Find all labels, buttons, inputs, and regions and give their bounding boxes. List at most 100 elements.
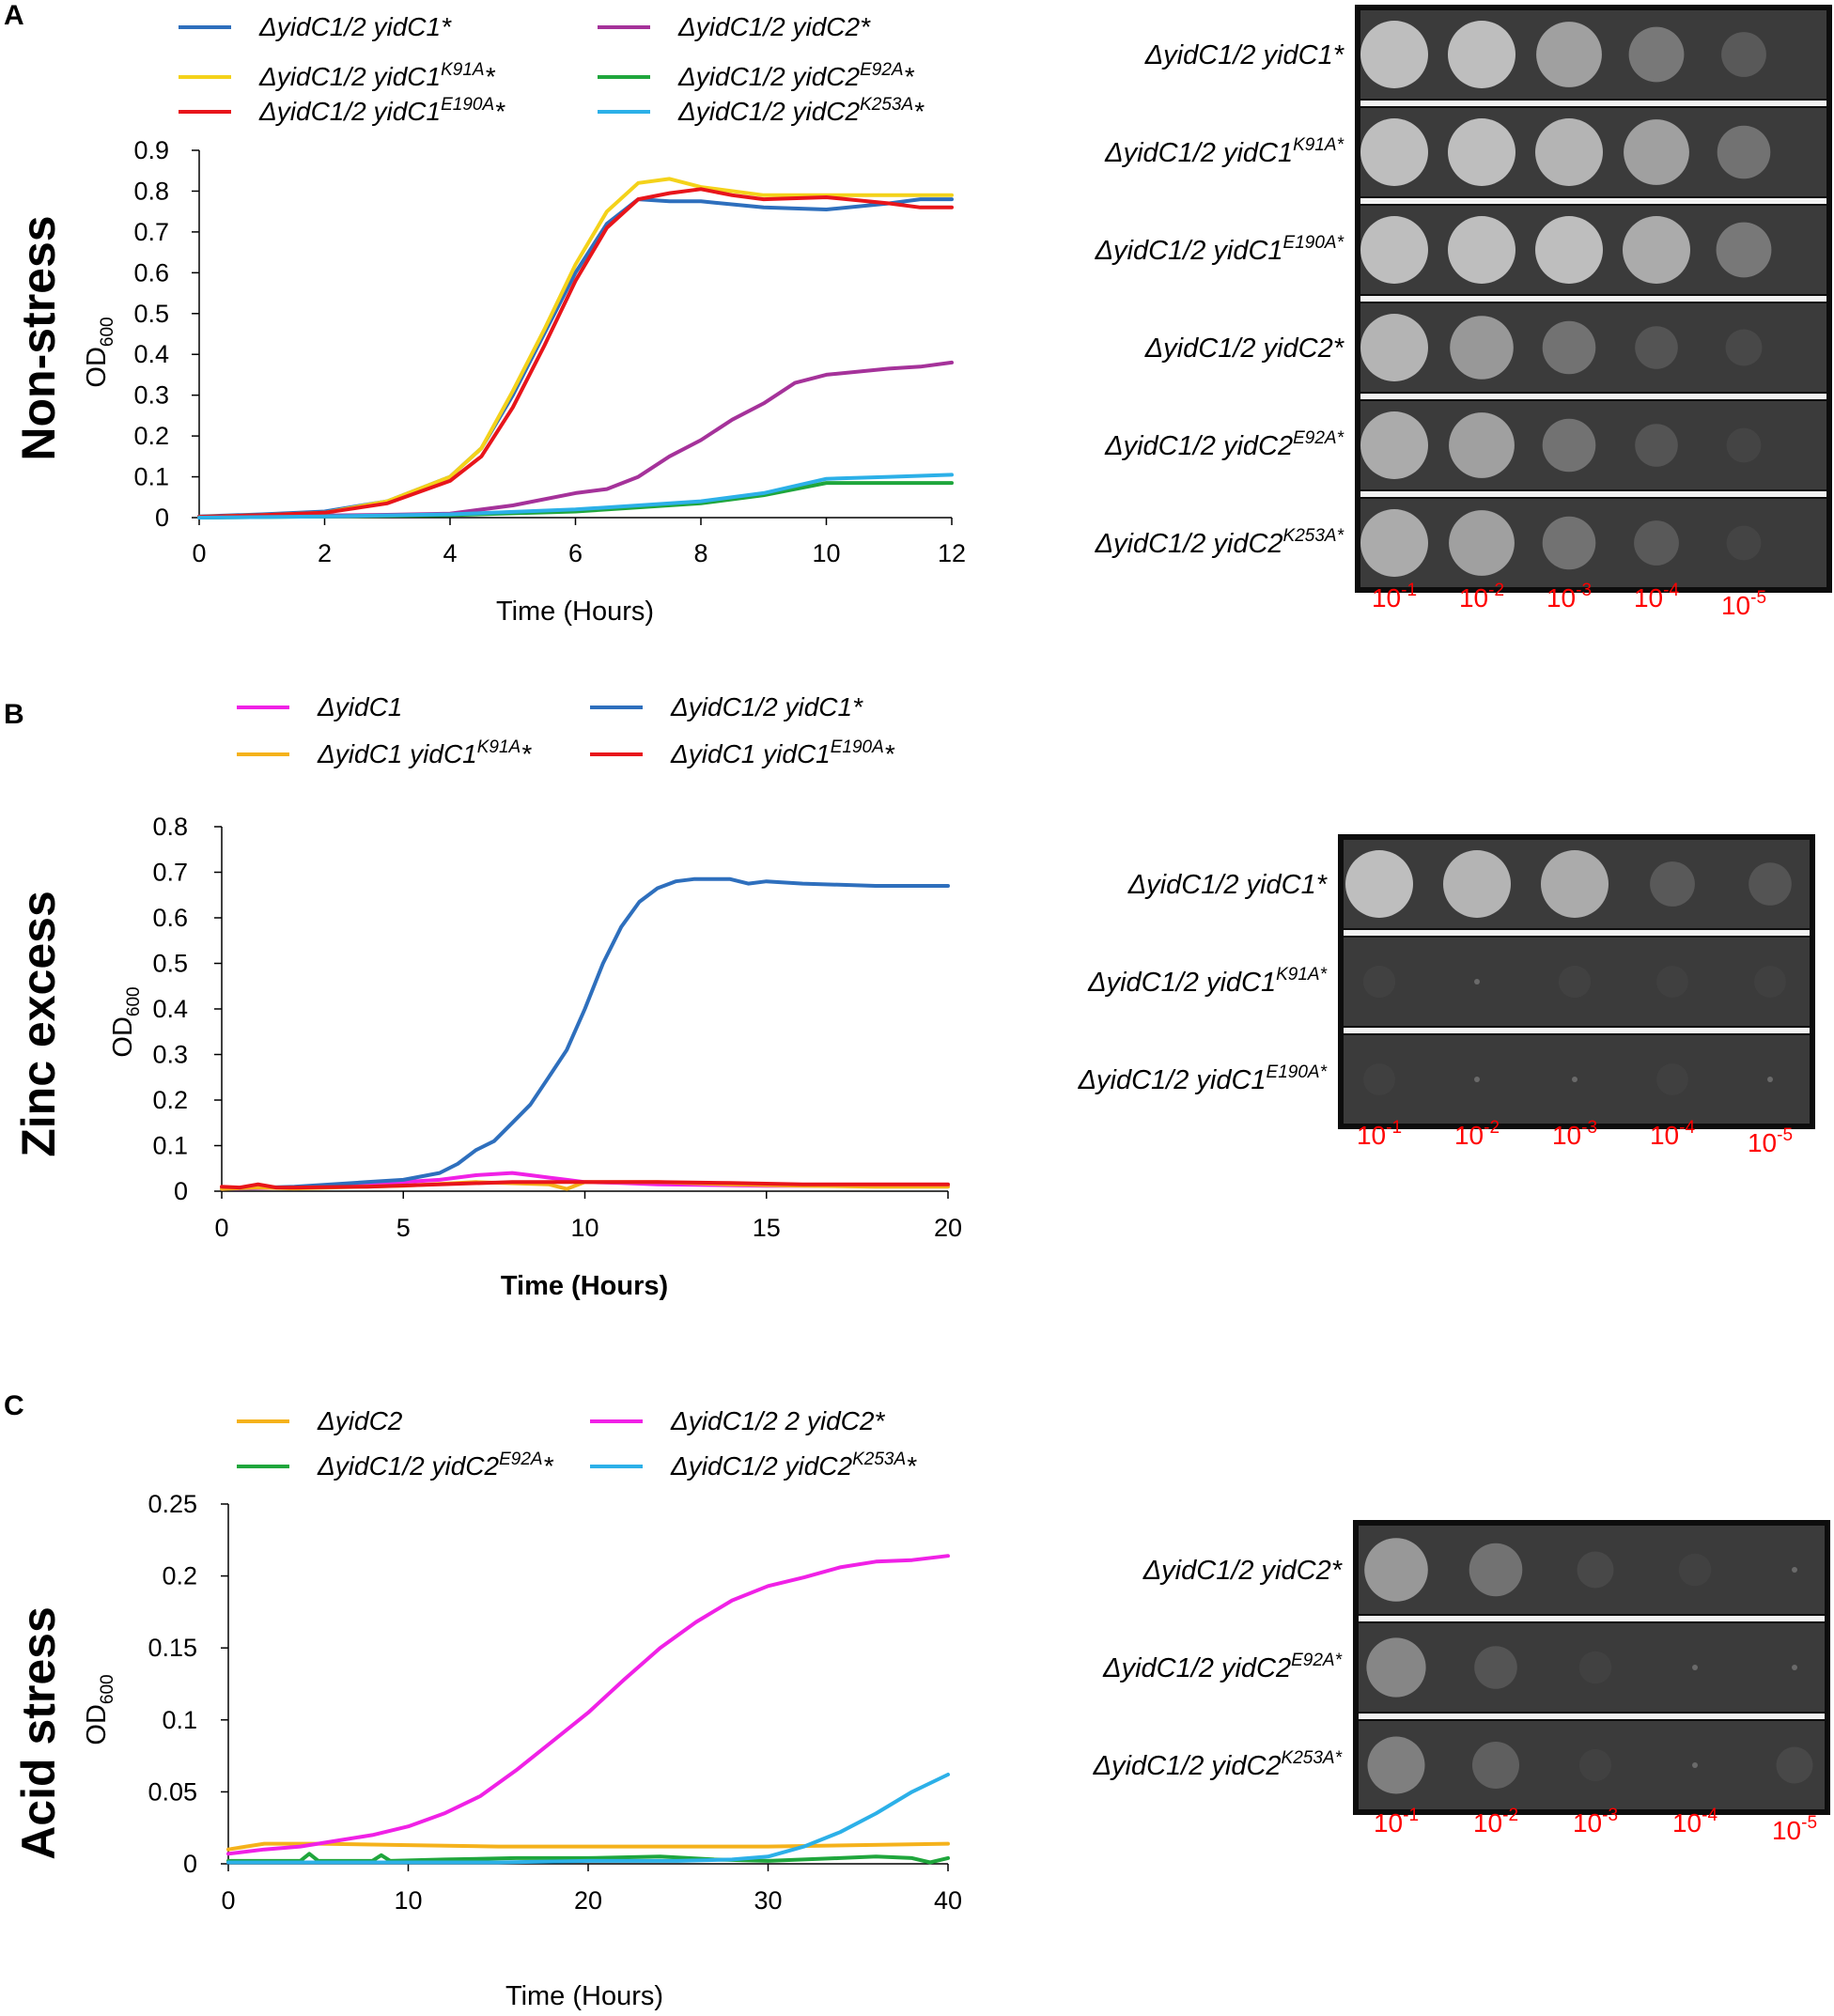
spot-plate-non-stress: ΔyidC1/2 yidC1* ΔyidC1/2 yidC1K91A* ΔyidC1… bbox=[1095, 5, 1832, 620]
colony-spot bbox=[1360, 216, 1428, 284]
colony-spot bbox=[1542, 320, 1596, 375]
y-tick-label: 0.4 bbox=[152, 995, 188, 1023]
dilution-label: 10-2 bbox=[1473, 1806, 1518, 1838]
series-line bbox=[197, 187, 954, 520]
legend-label: ΔyidC1/2 yidC2K253A* bbox=[670, 1450, 917, 1481]
colony-spot bbox=[1449, 412, 1515, 478]
dilution-label: 10-2 bbox=[1454, 1118, 1500, 1150]
series-line bbox=[226, 1852, 950, 1865]
y-tick-label: 0.2 bbox=[162, 1562, 197, 1590]
panel-letter-b: B bbox=[4, 699, 24, 730]
x-tick-label: 10 bbox=[812, 539, 840, 567]
x-tick-label: 8 bbox=[693, 539, 707, 567]
growth-chart-acid-stress: 0 0.05 0.1 0.15 0.2 0.25 0 10 20 30 40 Time (Hours)… bbox=[82, 1406, 962, 2011]
y-tick-label: 0 bbox=[174, 1177, 188, 1205]
legend-label: ΔyidC1/2 yidC1E190A* bbox=[258, 95, 505, 126]
colony-spot bbox=[1367, 1736, 1425, 1794]
colony-spot bbox=[1726, 525, 1762, 561]
y-tick-label: 0.7 bbox=[152, 859, 188, 887]
strip-divider bbox=[1360, 296, 1826, 302]
strain-label: ΔyidC1/2 yidC2* bbox=[1142, 1556, 1344, 1586]
legend-label: ΔyidC1/2 2 yidC2* bbox=[670, 1406, 885, 1435]
colony-spot bbox=[1443, 850, 1511, 918]
colony-spot bbox=[1449, 510, 1515, 576]
colony-spot bbox=[1678, 1553, 1712, 1587]
colony-spot bbox=[1792, 1665, 1797, 1670]
series-line bbox=[197, 197, 954, 519]
colony-spot bbox=[1448, 118, 1515, 186]
strip-divider bbox=[1360, 491, 1826, 497]
y-tick-label: 0 bbox=[183, 1850, 197, 1878]
growth-chart-zinc-excess: 0 0.1 0.2 0.3 0.4 0.5 0.6 0.7 0.8 0 5 10 15 20 Time (H… bbox=[108, 692, 962, 1301]
colony-spot bbox=[1535, 216, 1603, 284]
colony-spot bbox=[1448, 216, 1515, 284]
strip-divider bbox=[1344, 930, 1810, 936]
x-tick-label: 0 bbox=[221, 1886, 235, 1915]
y-tick-label: 0.05 bbox=[148, 1777, 197, 1806]
dilution-label: 10-5 bbox=[1721, 588, 1766, 620]
series-line bbox=[197, 360, 954, 520]
x-axis-title: Time (Hours) bbox=[501, 1271, 668, 1301]
colony-spot bbox=[1572, 1077, 1578, 1082]
panel-letter-c: C bbox=[4, 1390, 24, 1421]
y-tick-label: 0.3 bbox=[152, 1041, 188, 1069]
colony-spot bbox=[1578, 1651, 1612, 1684]
strain-label: ΔyidC1/2 yidC2K253A* bbox=[1093, 1748, 1343, 1781]
x-tick-label: 6 bbox=[568, 539, 583, 567]
x-tick-label: 12 bbox=[938, 539, 966, 567]
y-tick-label: 0.4 bbox=[133, 340, 169, 368]
colony-spot bbox=[1448, 21, 1515, 88]
legend-label: ΔyidC1/2 yidC2K253A* bbox=[677, 95, 925, 126]
colony-spot bbox=[1535, 118, 1603, 186]
dilution-label: 10-4 bbox=[1634, 581, 1679, 613]
colony-spot bbox=[1360, 509, 1428, 577]
legend-label: ΔyidC1/2 yidC1* bbox=[670, 692, 863, 721]
colony-spot bbox=[1360, 314, 1428, 381]
strain-label: ΔyidC1/2 yidC2E92A* bbox=[1102, 1651, 1342, 1683]
spot-plate-acid-stress: ΔyidC1/2 yidC2* ΔyidC1/2 yidC2E92A* ΔyidC1… bbox=[1093, 1520, 1830, 1845]
strain-label: ΔyidC1/2 yidC1* bbox=[1144, 40, 1345, 70]
colony-spot bbox=[1363, 1063, 1395, 1095]
colony-spot bbox=[1472, 1742, 1519, 1789]
series-line bbox=[197, 177, 954, 520]
legend-label: ΔyidC1/2 yidC1K91A* bbox=[258, 60, 496, 91]
colony-spot bbox=[1692, 1762, 1698, 1768]
strain-label: ΔyidC1/2 yidC2K253A* bbox=[1095, 526, 1344, 559]
colony-spot bbox=[1536, 22, 1602, 87]
strip-divider bbox=[1360, 394, 1826, 399]
colony-spot bbox=[1360, 21, 1428, 88]
condition-label-zinc-excess: Zinc excess bbox=[12, 891, 65, 1157]
series-line bbox=[226, 1841, 950, 1852]
colony-spot bbox=[1541, 850, 1609, 918]
colony-spot bbox=[1717, 125, 1771, 179]
y-tick-label: 0.1 bbox=[152, 1132, 188, 1160]
y-tick-label: 0.7 bbox=[133, 218, 169, 246]
colony-spot bbox=[1360, 411, 1428, 479]
legend-label: ΔyidC1/2 yidC2* bbox=[677, 12, 871, 41]
plate-strip bbox=[1359, 1526, 1825, 1614]
colony-spot bbox=[1792, 1567, 1797, 1573]
strip-divider bbox=[1359, 1714, 1825, 1719]
legend-label: ΔyidC1/2 yidC2E92A* bbox=[677, 60, 915, 91]
y-tick-label: 0.15 bbox=[148, 1634, 197, 1662]
y-tick-label: 0.3 bbox=[133, 381, 169, 410]
colony-spot bbox=[1469, 1543, 1523, 1597]
x-tick-label: 4 bbox=[443, 539, 457, 567]
spot-plate-zinc-excess: ΔyidC1/2 yidC1* ΔyidC1/2 yidC1K91A* ΔyidC1… bbox=[1078, 834, 1815, 1157]
colony-spot bbox=[1635, 326, 1678, 369]
y-axis-title: OD600 bbox=[82, 317, 117, 387]
dilution-label: 10-3 bbox=[1552, 1118, 1597, 1150]
colony-spot bbox=[1474, 1646, 1517, 1689]
colony-spot bbox=[1577, 1551, 1614, 1589]
colony-spot bbox=[1623, 216, 1690, 284]
y-tick-label: 0.8 bbox=[152, 813, 188, 841]
x-tick-label: 40 bbox=[934, 1886, 962, 1915]
colony-spot bbox=[1635, 424, 1678, 467]
colony-spot bbox=[1726, 427, 1762, 463]
dilution-label: 10-5 bbox=[1772, 1813, 1817, 1845]
strain-label: ΔyidC1/2 yidC1* bbox=[1127, 870, 1329, 900]
dilution-label: 10-1 bbox=[1372, 581, 1417, 613]
plate-strip bbox=[1359, 1721, 1825, 1809]
strain-label: ΔyidC1/2 yidC2E92A* bbox=[1104, 428, 1344, 461]
y-tick-label: 0.2 bbox=[152, 1086, 188, 1114]
